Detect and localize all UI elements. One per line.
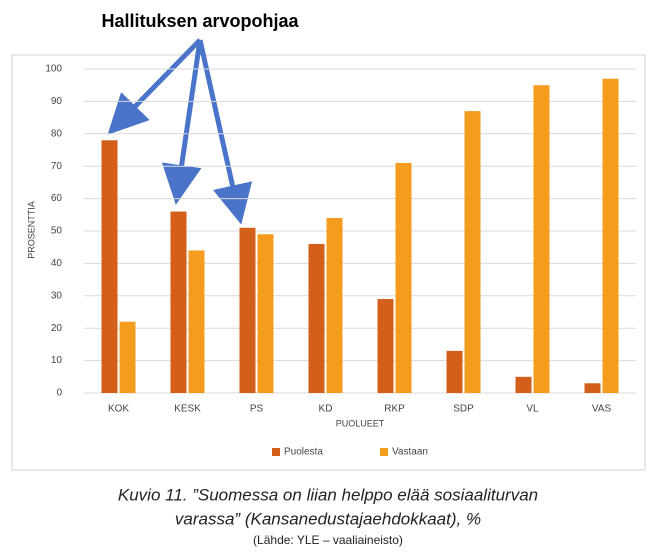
legend-swatch <box>272 448 280 456</box>
y-tick-label: 100 <box>45 64 62 75</box>
x-tick-label: VAS <box>592 404 612 415</box>
caption-line: varassa” (Kansanedustajaehdokkaat), % <box>175 509 481 528</box>
bar <box>188 250 205 393</box>
caption-line: Kuvio 11. ”Suomessa on liian helppo elää… <box>118 485 538 504</box>
y-tick-label: 30 <box>51 290 63 301</box>
bar <box>584 383 601 393</box>
y-axis-label: PROSENTTIA <box>26 201 36 259</box>
bar <box>446 350 463 393</box>
x-tick-label: VL <box>526 404 539 415</box>
bar <box>257 234 274 393</box>
bar <box>515 376 532 393</box>
y-tick-label: 90 <box>51 96 63 107</box>
x-tick-label: PS <box>250 404 264 415</box>
bar <box>326 218 343 393</box>
bar <box>602 78 619 393</box>
annotation: Hallituksen arvopohjaa <box>101 11 299 31</box>
y-tick-label: 40 <box>51 258 63 269</box>
bar <box>395 162 412 393</box>
bar <box>101 140 118 393</box>
annotation-arrows <box>107 38 253 225</box>
y-tick-label: 10 <box>51 355 63 366</box>
y-tick-label: 60 <box>51 193 63 204</box>
x-axis-label: PUOLUEET <box>336 418 385 428</box>
bar <box>170 211 187 393</box>
y-tick-label: 0 <box>56 388 62 399</box>
y-tick-label: 80 <box>51 128 63 139</box>
bar <box>119 321 136 393</box>
bar <box>533 85 550 393</box>
x-tick-label: KOK <box>108 404 129 415</box>
x-tick-label: KESK <box>174 404 201 415</box>
bar <box>239 227 256 393</box>
y-tick-label: 50 <box>51 226 63 237</box>
legend-label: Puolesta <box>284 447 323 458</box>
legend-label: Vastaan <box>392 447 428 458</box>
legend-swatch <box>380 448 388 456</box>
bar <box>308 243 325 393</box>
x-tick-label: KD <box>319 404 333 415</box>
bar <box>464 111 481 394</box>
y-tick-label: 20 <box>51 323 63 334</box>
x-tick-label: SDP <box>453 404 474 415</box>
x-tick-label: RKP <box>384 404 405 415</box>
y-tick-label: 70 <box>51 161 63 172</box>
source: (Lähde: YLE – vaaliaineisto) <box>253 533 403 547</box>
bar <box>377 299 394 393</box>
